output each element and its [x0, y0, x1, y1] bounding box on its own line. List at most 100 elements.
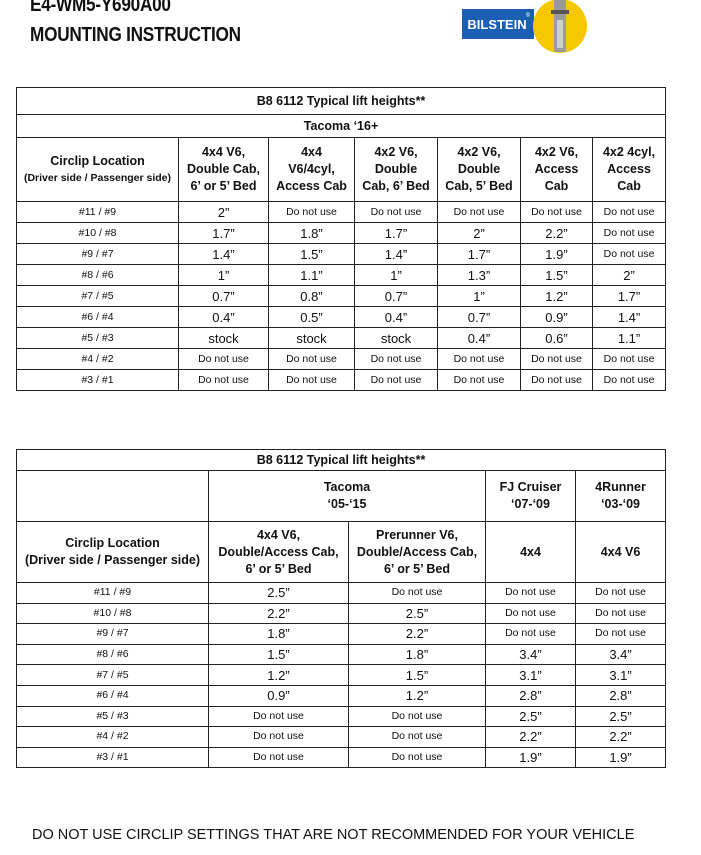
- cell-line: Access: [534, 162, 579, 176]
- lift-value: Do not use: [348, 726, 486, 748]
- row: #8 / #6 1” 1.1” 1” 1.3” 1.5” 2”: [16, 264, 667, 286]
- cell-line: (Driver side / Passenger side): [24, 553, 201, 567]
- circlip-location: #10 / #8: [16, 602, 209, 625]
- lift-value: 0.7”: [354, 285, 438, 307]
- circlip-location: #3 / #1: [16, 746, 209, 769]
- cell-line: (Driver side / Passenger side): [23, 171, 172, 184]
- circlip-location: #6 / #4: [16, 684, 209, 707]
- circlip-location: #8 / #6: [16, 264, 179, 286]
- cell-line: 4x2 V6,: [534, 145, 579, 159]
- row: #6 / #4 0.4” 0.5” 0.4” 0.7” 0.9” 1.4”: [16, 306, 667, 328]
- cell-line: Prerunner V6,: [376, 527, 458, 542]
- circlip-location: #3 / #1: [16, 369, 179, 391]
- lift-value: 2.2”: [485, 726, 576, 748]
- lift-value: 1.8”: [208, 623, 349, 645]
- lift-value: Do not use: [437, 369, 521, 391]
- lift-value: 1.5”: [268, 243, 355, 265]
- column-header: 4x2 V6, Double Cab, 6’ Bed: [354, 137, 438, 202]
- column-header: 4x2 V6, Double Cab, 5’ Bed: [437, 137, 521, 202]
- column-header: 4x4 V6, Double Cab, 6’ or 5’ Bed: [178, 137, 269, 202]
- circlip-location: #10 / #8: [16, 222, 179, 244]
- lift-value: 2.8”: [485, 684, 576, 707]
- column-header: Prerunner V6, Double/Access Cab, 6’ or 5’ …: [348, 521, 486, 583]
- cell-line: Access Cab: [276, 179, 347, 193]
- column-header: 4x4 V6: [574, 521, 667, 583]
- row: #11 / #9 2.5” Do not use Do not use Do not u…: [16, 582, 667, 604]
- lift-value: 1.7”: [591, 285, 667, 307]
- circlip-location: #9 / #7: [16, 243, 179, 265]
- lift-value: stock: [178, 327, 269, 349]
- lift-value: 1.3”: [437, 264, 521, 286]
- cell-line: 4x4 V6: [600, 544, 641, 559]
- lift-value: stock: [268, 327, 355, 349]
- circlip-location: #5 / #3: [16, 327, 179, 349]
- lift-table-2016: B8 6112 Typical lift heights** Tacoma ‘16…: [15, 87, 667, 391]
- circlip-location: #7 / #5: [16, 664, 209, 686]
- lift-value: 1.1”: [268, 264, 355, 286]
- row: #6 / #4 0.9” 1.2” 2.8” 2.8”: [16, 684, 667, 707]
- logo: BILSTEIN ®: [462, 0, 587, 53]
- cell-line: 4x4: [301, 145, 322, 159]
- cell-line: Double: [457, 162, 501, 176]
- lift-value: Do not use: [485, 602, 576, 625]
- lift-value: 3.1”: [574, 664, 667, 686]
- column-header: 4x2 V6, Access Cab: [520, 137, 593, 202]
- row: #5 / #3 stock stock stock 0.4” 0.6” 1.1”: [16, 327, 667, 349]
- lift-value: 0.9”: [208, 684, 349, 707]
- cell-line: Cab: [617, 179, 641, 193]
- doc-code: E4-WM5-Y690A00: [30, 0, 171, 16]
- cell-line: V6/4cyl,: [288, 162, 335, 176]
- lift-value: 1.4”: [178, 243, 269, 265]
- group-header: Tacoma ‘05-‘15: [208, 470, 486, 522]
- cell-line: 6’ or 5’ Bed: [245, 561, 312, 576]
- circlip-location: #11 / #9: [16, 201, 179, 223]
- footer-note: DO NOT USE CIRCLIP SETTINGS THAT ARE NOT…: [32, 827, 635, 843]
- circlip-location: #6 / #4: [16, 306, 179, 328]
- cell-line: 4Runner: [595, 480, 646, 494]
- lift-value: Do not use: [268, 201, 355, 223]
- lift-value: Do not use: [520, 201, 593, 223]
- logo-box: [462, 9, 534, 39]
- column-header: 4x4 V6, Double/Access Cab, 6’ or 5’ Bed: [208, 521, 349, 583]
- lift-value: Do not use: [591, 243, 667, 265]
- row: #5 / #3 Do not use Do not use 2.5” 2.5”: [16, 705, 667, 728]
- circlip-location: #4 / #2: [16, 348, 179, 370]
- cell-line: Double/Access Cab,: [356, 544, 478, 559]
- lift-value: Do not use: [208, 705, 349, 728]
- lift-value: 3.4”: [485, 643, 576, 666]
- group-header: FJ Cruiser ‘07-‘09: [485, 470, 576, 522]
- lift-table-2005: B8 6112 Typical lift heights** Tacoma ‘05-…: [15, 449, 667, 769]
- lift-value: 2.2”: [208, 602, 349, 625]
- row: #9 / #7 1.4” 1.5” 1.4” 1.7” 1.9” Do not use: [16, 243, 667, 265]
- lift-value: 2”: [437, 222, 521, 244]
- lift-value: 0.5”: [268, 306, 355, 328]
- cell-line: Double/Access Cab,: [218, 544, 339, 559]
- lift-value: 2.2”: [520, 222, 593, 244]
- table-subtitle: Tacoma ‘16+: [15, 114, 667, 138]
- lift-value: 2.2”: [348, 623, 486, 645]
- row: B8 6112 Typical lift heights**: [15, 87, 667, 115]
- lift-value: 1.2”: [348, 684, 486, 707]
- logo-brand: BILSTEIN: [467, 17, 526, 32]
- lift-value: Do not use: [591, 201, 667, 223]
- cell-line: Circlip Location: [65, 536, 160, 550]
- lift-value: 2”: [591, 264, 667, 286]
- circlip-location: #11 / #9: [16, 582, 209, 604]
- lift-value: 1.1”: [591, 327, 667, 349]
- lift-value: Do not use: [485, 623, 576, 645]
- lift-value: Do not use: [520, 348, 593, 370]
- row: #10 / #8 2.2” 2.5” Do not use Do not use: [16, 602, 667, 625]
- lift-value: 0.8”: [268, 285, 355, 307]
- lift-value: Do not use: [178, 348, 269, 370]
- cell-line: 4x2 4cyl,: [602, 145, 656, 159]
- lift-value: Do not use: [268, 348, 355, 370]
- row: #9 / #7 1.8” 2.2” Do not use Do not use: [16, 623, 667, 645]
- lift-value: 1.5”: [520, 264, 593, 286]
- cell-line: ‘07-‘09: [511, 497, 550, 511]
- row: B8 6112 Typical lift heights**: [15, 449, 667, 471]
- table-title: B8 6112 Typical lift heights**: [15, 87, 667, 115]
- lift-value: stock: [354, 327, 438, 349]
- lift-value: 0.6”: [520, 327, 593, 349]
- logo-shock-rod: [557, 20, 563, 48]
